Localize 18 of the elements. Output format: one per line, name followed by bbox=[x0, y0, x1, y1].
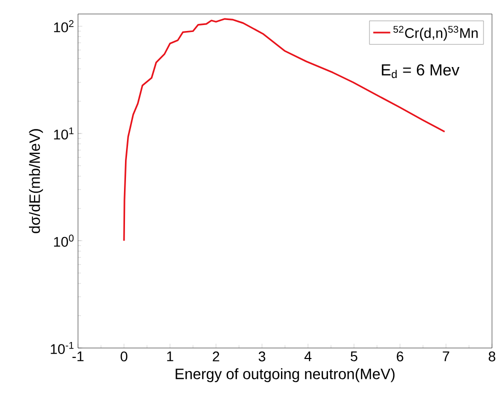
y-axis-title: dσ/dE(mb/MeV) bbox=[29, 129, 43, 234]
x-tick-label: 4 bbox=[304, 352, 312, 362]
x-tick-label: 0 bbox=[120, 352, 128, 362]
x-tick-label: 5 bbox=[350, 352, 358, 362]
x-tick-label: 7 bbox=[442, 352, 450, 362]
legend-label: $^{52}$Cr(d,n)$^{53}$Mn bbox=[393, 26, 478, 41]
x-tick-label: 6 bbox=[396, 352, 404, 362]
x-tick-label: 8 bbox=[488, 352, 496, 362]
annotation: E$_{d}$ = 6 Mev bbox=[382, 64, 460, 78]
x-tick-label: 2 bbox=[212, 352, 220, 362]
y-tick-label: 10$^{-1}$ bbox=[50, 342, 74, 354]
y-tick-label: 10$^{2}$ bbox=[54, 20, 74, 32]
x-tick-label: -1 bbox=[72, 352, 84, 362]
y-tick-label: 10$^{1}$ bbox=[54, 127, 74, 140]
x-axis-title: Energy of outgoing neutron(MeV) bbox=[176, 368, 395, 382]
y-tick-label: 10$^{0}$ bbox=[54, 234, 74, 247]
x-tick-label: 3 bbox=[258, 352, 266, 362]
x-tick-label: 1 bbox=[167, 352, 174, 362]
